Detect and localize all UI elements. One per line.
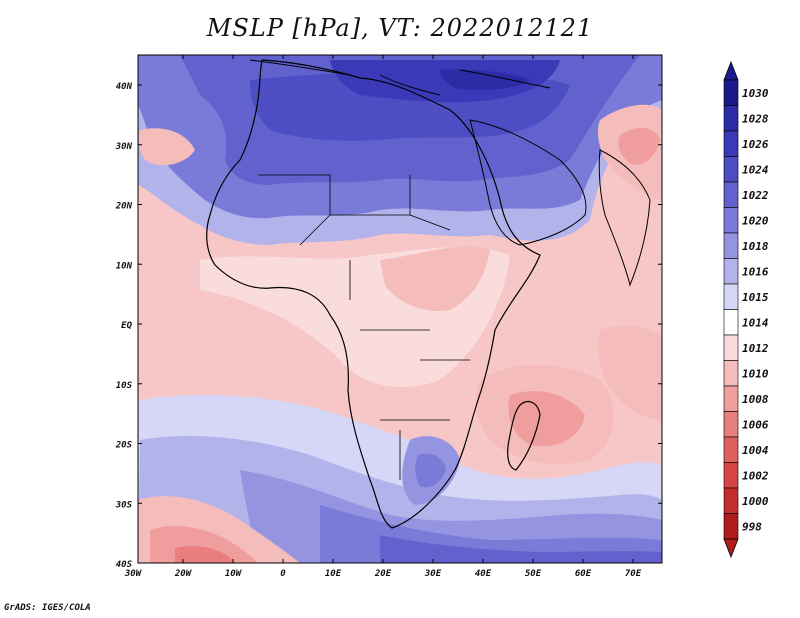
lat-tick-label: 30S [115, 500, 133, 510]
lon-tick-label: 30W [124, 569, 143, 579]
grads-credit: GrADS: IGES/COLA [4, 603, 91, 613]
colorbar-swatch [723, 309, 739, 336]
colorbar-level-label: 1022 [742, 189, 769, 202]
pressure-field [138, 55, 662, 563]
colorbar-swatch [723, 436, 739, 463]
colorbar-swatch [723, 105, 739, 132]
lat-tick-label: 20N [115, 202, 133, 212]
colorbar-level-label: 1000 [742, 495, 769, 508]
colorbar-swatch [723, 156, 739, 183]
lon-tick-label: 20E [374, 569, 392, 579]
lon-tick-label: 40E [475, 569, 492, 579]
colorbar-swatch [723, 462, 739, 489]
colorbar-level-label: 1012 [742, 342, 769, 355]
colorbar-swatch [723, 130, 739, 157]
lon-tick-label: 50E [525, 569, 542, 579]
lon-tick-label: 60E [575, 569, 592, 579]
colorbar-level-label: 1028 [742, 112, 769, 125]
colorbar-level-label: 1030 [742, 87, 769, 100]
lon-tick-label: 30E [424, 569, 442, 579]
colorbar-level-label: 1006 [742, 418, 769, 431]
lon-tick-label: 70E [625, 569, 642, 579]
lat-tick-label: 20S [115, 441, 133, 451]
colorbar-swatch [723, 207, 739, 234]
colorbar-swatch [723, 258, 739, 285]
map-title: MSLP [hPa], VT: 2022012121 [206, 14, 594, 42]
lon-tick-label: 10W [225, 569, 243, 579]
colorbar-swatch [723, 360, 739, 387]
colorbar-level-label: 1004 [742, 444, 769, 457]
colorbar-level-label: 1020 [742, 214, 769, 227]
colorbar-level-label: 1002 [742, 469, 769, 482]
colorbar-level-label: 1015 [742, 291, 769, 304]
colorbar-level-label: 1016 [742, 265, 769, 278]
colorbar-top-arrow [723, 60, 739, 81]
colorbar-swatch [723, 334, 739, 361]
lat-tick-label: EQ [121, 321, 132, 331]
colorbar-level-label: 1018 [742, 240, 769, 253]
lon-tick-label: 0 [280, 569, 286, 579]
colorbar-level-label: 1024 [742, 163, 769, 176]
colorbar-swatch [723, 487, 739, 514]
colorbar-swatch [723, 385, 739, 412]
colorbar-bottom-arrow [723, 538, 739, 559]
lat-tick-label: 30N [115, 142, 133, 152]
lon-tick-label: 20W [174, 569, 193, 579]
colorbar-swatch [723, 79, 739, 106]
colorbar-level-label: 1010 [742, 367, 769, 380]
colorbar-level-label: 1014 [742, 316, 769, 329]
lat-tick-label: 10S [116, 381, 133, 391]
lat-tick-label: 40N [116, 82, 133, 92]
lon-tick-label: 10E [325, 569, 342, 579]
colorbar-level-label: 998 [742, 520, 762, 533]
colorbar-swatch [723, 513, 739, 540]
colorbar-swatch [723, 411, 739, 438]
colorbar-swatch [723, 181, 739, 208]
colorbar-swatch [723, 283, 739, 310]
lat-tick-label: 40S [116, 560, 133, 570]
lat-tick-label: 10N [116, 261, 133, 271]
colorbar [723, 60, 739, 559]
colorbar-level-label: 1008 [742, 393, 769, 406]
colorbar-level-label: 1026 [742, 138, 769, 151]
colorbar-swatch [723, 232, 739, 259]
